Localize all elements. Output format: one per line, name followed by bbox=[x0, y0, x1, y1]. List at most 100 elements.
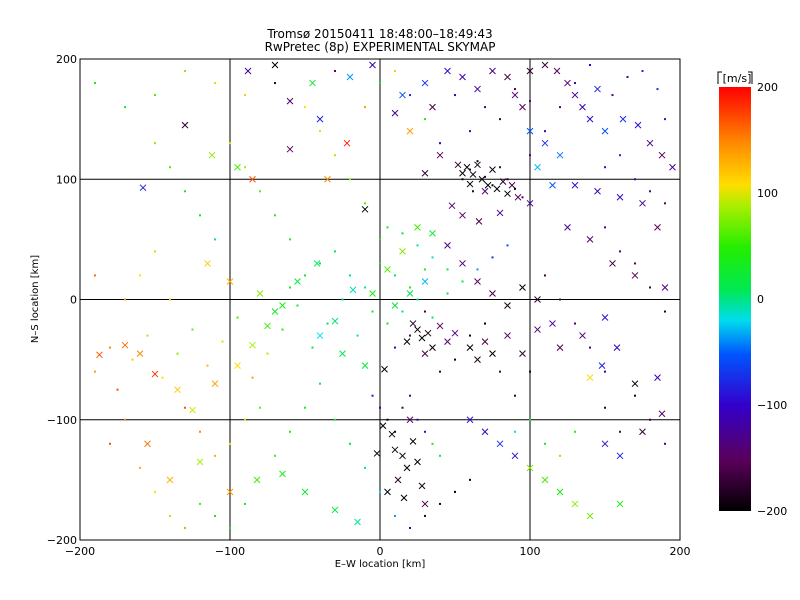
data-point-dot bbox=[649, 418, 651, 421]
data-point-cross bbox=[234, 362, 241, 369]
data-point-cross bbox=[658, 410, 666, 418]
data-point-dot bbox=[634, 394, 636, 397]
data-point-dot bbox=[521, 196, 524, 199]
data-point-dot bbox=[221, 340, 224, 343]
data-point-cross bbox=[564, 223, 571, 231]
data-point-cross bbox=[526, 199, 534, 207]
data-point-cross bbox=[429, 230, 436, 237]
data-point-cross bbox=[454, 161, 462, 169]
data-point-dot bbox=[446, 268, 449, 271]
data-point-dot bbox=[371, 310, 374, 313]
data-point-dot bbox=[619, 250, 621, 253]
data-point-cross bbox=[594, 187, 601, 195]
data-point-cross bbox=[634, 121, 642, 129]
data-point-cross bbox=[399, 248, 406, 255]
data-point-cross bbox=[384, 488, 391, 496]
data-point-dot bbox=[454, 358, 456, 361]
data-point-dot bbox=[274, 214, 276, 217]
data-point-cross bbox=[399, 91, 406, 99]
data-point-cross bbox=[406, 127, 414, 135]
data-point-cross bbox=[286, 145, 294, 153]
data-point-cross bbox=[481, 428, 489, 436]
data-point-dot bbox=[424, 310, 426, 313]
data-point-cross bbox=[616, 500, 624, 508]
data-point-dot bbox=[394, 346, 396, 349]
data-point-cross bbox=[436, 151, 444, 159]
data-point-dot bbox=[394, 70, 396, 73]
data-point-cross bbox=[609, 260, 616, 267]
data-point-cross bbox=[139, 184, 147, 192]
data-point-cross bbox=[418, 482, 426, 490]
data-point-dot bbox=[604, 370, 606, 373]
data-point-dot bbox=[244, 94, 246, 97]
data-point-cross bbox=[489, 67, 496, 75]
data-point-dot bbox=[154, 490, 156, 493]
data-point-dot bbox=[349, 178, 351, 181]
data-point-dot bbox=[379, 490, 381, 493]
data-point-cross bbox=[586, 115, 594, 123]
data-point-dot bbox=[146, 334, 149, 337]
data-point-dot bbox=[259, 190, 261, 193]
data-point-cross bbox=[394, 476, 402, 484]
data-point-dot bbox=[274, 454, 276, 457]
data-point-cross bbox=[234, 163, 241, 171]
data-point-dot bbox=[116, 388, 119, 391]
data-point-dot bbox=[214, 82, 216, 85]
data-point-dot bbox=[514, 187, 516, 190]
data-point-cross bbox=[459, 211, 466, 219]
data-point-dot bbox=[139, 466, 141, 469]
data-point-cross bbox=[331, 506, 339, 514]
data-point-dot bbox=[289, 238, 291, 241]
data-point-cross bbox=[249, 341, 256, 349]
data-point-cross bbox=[208, 151, 216, 159]
data-point-cross bbox=[444, 67, 451, 75]
data-points bbox=[94, 61, 676, 529]
data-point-cross bbox=[594, 85, 601, 93]
data-point-dot bbox=[169, 514, 171, 517]
data-point-dot bbox=[364, 106, 366, 109]
data-point-cross bbox=[421, 79, 429, 87]
data-point-dot bbox=[394, 430, 396, 433]
data-point-cross bbox=[519, 284, 526, 291]
data-point-cross bbox=[373, 450, 381, 457]
data-point-cross bbox=[174, 386, 181, 394]
data-point-dot bbox=[544, 274, 546, 277]
data-point-cross bbox=[504, 302, 511, 309]
data-point-cross bbox=[586, 512, 594, 520]
data-point-cross bbox=[571, 500, 579, 508]
data-point-dot bbox=[229, 442, 231, 445]
data-point-dot bbox=[281, 328, 284, 331]
data-point-cross bbox=[556, 488, 564, 496]
data-point-dot bbox=[424, 268, 426, 271]
data-point-dot bbox=[289, 430, 291, 433]
data-point-dot bbox=[476, 268, 479, 271]
data-point-cross bbox=[226, 488, 234, 496]
data-point-dot bbox=[296, 304, 299, 307]
data-point-dot bbox=[131, 358, 134, 361]
data-point-dot bbox=[386, 322, 389, 325]
data-point-cross bbox=[279, 302, 286, 309]
data-point-dot bbox=[604, 406, 606, 409]
data-point-dot bbox=[529, 370, 531, 373]
data-point-dot bbox=[484, 175, 486, 178]
data-point-cross bbox=[253, 476, 261, 484]
data-point-dot bbox=[184, 406, 186, 409]
data-point-dot bbox=[439, 502, 441, 505]
data-point-dot bbox=[589, 346, 591, 349]
data-point-cross bbox=[639, 199, 646, 207]
x-tick-label: −100 bbox=[215, 545, 245, 558]
data-point-cross bbox=[414, 223, 421, 231]
data-point-dot bbox=[619, 430, 621, 433]
data-point-dot bbox=[214, 514, 216, 517]
data-point-cross bbox=[459, 73, 466, 81]
data-point-dot bbox=[514, 394, 516, 397]
colorbar-tick-labels: 200 100 0 −100 −200 bbox=[757, 81, 787, 518]
data-point-cross bbox=[421, 350, 429, 357]
data-point-cross bbox=[598, 362, 606, 369]
data-point-cross bbox=[121, 341, 129, 349]
data-point-cross bbox=[316, 115, 324, 123]
data-point-cross bbox=[639, 428, 646, 436]
data-point-dot bbox=[394, 514, 396, 517]
data-point-cross bbox=[459, 260, 466, 267]
data-point-cross bbox=[271, 308, 279, 315]
